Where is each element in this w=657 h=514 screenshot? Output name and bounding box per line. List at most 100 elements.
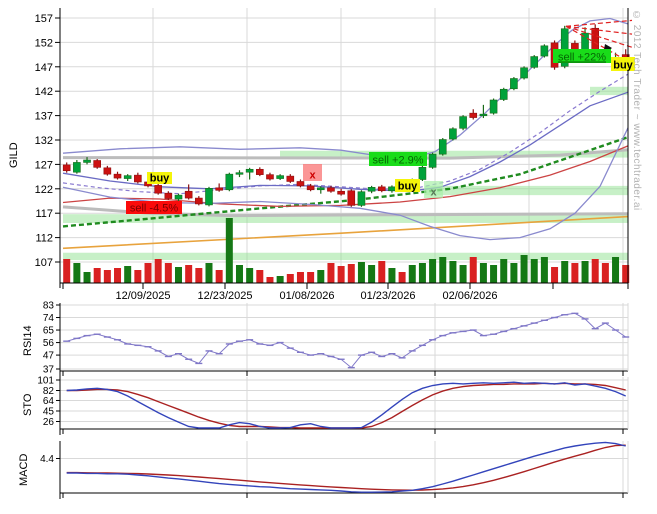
- signal-marker-box: [395, 179, 420, 192]
- signal-marker-box: [424, 181, 443, 198]
- volume-bar: [490, 265, 498, 283]
- gray-resistance-line: [62, 148, 629, 160]
- y-tick-label: 127: [35, 159, 53, 171]
- signal-marker-label: x: [309, 170, 316, 182]
- volume-bar: [83, 272, 91, 283]
- candle-body: [327, 187, 335, 192]
- volume-bar: [286, 274, 294, 283]
- y-tick-label: 147: [35, 62, 53, 74]
- volume-bar: [246, 268, 254, 283]
- y-tick-label: 122: [35, 184, 53, 196]
- red-dashed-fan-line: [565, 25, 633, 35]
- candle-body: [520, 67, 528, 79]
- candle-body: [459, 116, 467, 129]
- y-tick-label: 47: [43, 351, 55, 362]
- green-dashed-trend-line: [62, 135, 629, 228]
- candle-body: [113, 173, 122, 179]
- candle-body: [195, 197, 203, 205]
- x-date-label: 12/23/2025: [197, 290, 252, 302]
- candle-body: [449, 128, 457, 140]
- volume-bar: [235, 265, 243, 283]
- signal-marker-label: sell +22%: [558, 52, 606, 64]
- y-tick-label: 152: [35, 37, 53, 49]
- volume-bar: [134, 270, 142, 283]
- candle-body: [164, 192, 173, 199]
- volume-bar: [93, 268, 101, 283]
- volume-bar: [205, 263, 213, 283]
- candle-body: [225, 173, 234, 191]
- volume-bar: [114, 268, 122, 283]
- volume-bar: [256, 270, 264, 283]
- volume-bar: [103, 270, 111, 283]
- lower-bollinger-band: [62, 127, 629, 241]
- candle-body: [367, 187, 376, 192]
- y-tick-label: 82: [43, 386, 55, 397]
- candle-body: [510, 78, 518, 90]
- candle-body: [256, 168, 264, 175]
- signal-marker-box: [303, 164, 322, 181]
- y-tick-label: 107: [35, 257, 53, 269]
- signal-marker-label: x: [430, 187, 437, 199]
- candle-body: [83, 159, 91, 163]
- candle-body: [103, 167, 112, 175]
- volume-bar: [459, 265, 467, 283]
- volume-bar: [266, 277, 274, 283]
- candle-body: [530, 56, 539, 68]
- candle-body: [266, 174, 274, 180]
- support-zone-band: [590, 86, 628, 96]
- candle-body: [205, 188, 213, 206]
- y-tick-label: 117: [35, 208, 53, 220]
- x-date-label: 12/09/2025: [115, 290, 170, 302]
- candle-body: [438, 139, 447, 155]
- candle-body: [347, 190, 356, 206]
- volume-bar: [469, 257, 477, 283]
- watermark: © 2012 Tech Trader ~ www.techtrader.ai: [631, 10, 642, 211]
- volume-bar: [296, 272, 304, 283]
- volume-bar: [368, 265, 376, 283]
- candle-body: [184, 190, 193, 199]
- signal-marker-box: [369, 152, 427, 166]
- x-date-label: 01/08/2026: [279, 290, 334, 302]
- volume-bar: [388, 268, 396, 283]
- signal-marker-box: [611, 57, 635, 71]
- candle-body: [276, 175, 284, 179]
- volume-bar: [337, 266, 345, 283]
- y-tick-label: 65: [43, 326, 55, 337]
- volume-bar: [601, 263, 609, 283]
- x-date-label: 02/06/2026: [442, 290, 497, 302]
- volume-bar: [612, 257, 620, 283]
- candle-body: [499, 88, 508, 100]
- volume-bar: [327, 263, 335, 283]
- volume-bar: [571, 263, 579, 283]
- volume-bar: [439, 257, 447, 283]
- volume-bar: [63, 259, 71, 283]
- candle-body: [428, 153, 437, 168]
- volume-bar: [378, 261, 386, 283]
- signal-marker-box: [553, 49, 611, 63]
- candle-body: [316, 187, 325, 191]
- y-tick-label: 45: [43, 406, 55, 417]
- volume-bar: [73, 263, 81, 283]
- candle-body: [73, 162, 81, 173]
- support-zone-band: [425, 185, 628, 196]
- candle-body: [123, 175, 132, 179]
- volume-bar: [175, 267, 182, 283]
- signal-marker-label: buy: [613, 60, 633, 72]
- candle-body: [296, 181, 305, 187]
- support-zone-band: [63, 214, 628, 223]
- volume-bar: [347, 264, 355, 283]
- stochastic-fast-line: [66, 381, 626, 429]
- support-zone-band: [280, 150, 628, 158]
- y-tick-label: 26: [43, 417, 55, 428]
- y-tick-label: 37: [43, 364, 55, 375]
- volume-bar: [540, 257, 548, 283]
- volume-bar: [215, 270, 223, 283]
- volume-bar: [479, 263, 487, 283]
- y-tick-label: 74: [43, 313, 55, 324]
- volume-bar: [195, 268, 203, 283]
- volume-bar: [418, 263, 426, 283]
- volume-bar: [561, 261, 569, 283]
- candle-body: [62, 164, 71, 172]
- macd-signal-line: [66, 444, 626, 491]
